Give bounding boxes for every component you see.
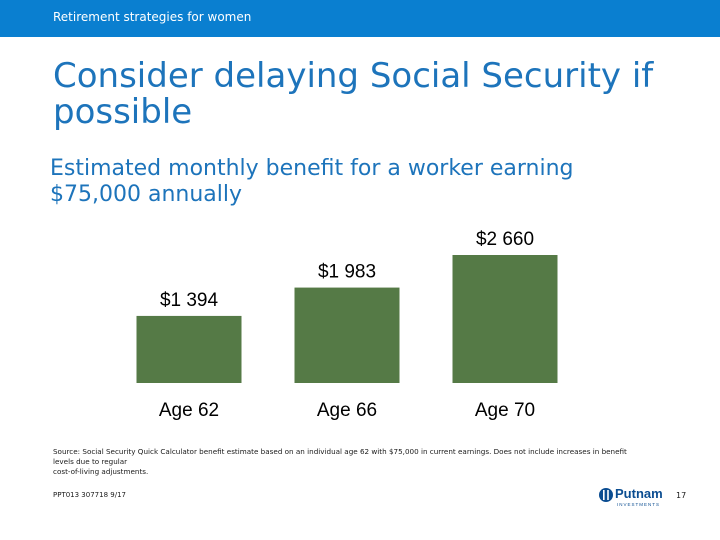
bar-age-62 (136, 315, 242, 383)
x-tick-label: Age 62 (159, 400, 219, 421)
section-title: Retirement strategies for women (53, 10, 252, 24)
bar-chart: $1 394 Age 62 $1 983 Age 66 $2 660 Age 70 (136, 229, 558, 421)
header-bar: Retirement strategies for women (0, 0, 720, 37)
source-line-1: Source: Social Security Quick Calculator… (53, 447, 627, 456)
bar-age-66 (294, 287, 400, 383)
putnam-logo-icon (599, 488, 613, 502)
logo-text: Putnam (615, 486, 663, 501)
bar-age-70 (452, 255, 558, 383)
logo-subtext: INVESTMENTS (617, 502, 661, 507)
data-label: $2 660 (476, 229, 534, 250)
source-note: Source: Social Security Quick Calculator… (53, 447, 663, 477)
x-tick-label: Age 70 (475, 400, 535, 421)
source-line-2: levels due to regular (53, 457, 128, 466)
page-number: 17 (676, 491, 687, 500)
data-label: $1 394 (160, 290, 219, 311)
document-code: PPT013 307718 9/17 (53, 491, 126, 499)
data-label: $1 983 (318, 262, 376, 283)
chart-subtitle: Estimated monthly benefit for a worker e… (50, 156, 574, 207)
source-line-3: cost-of-living adjustments. (53, 467, 149, 476)
x-tick-label: Age 66 (317, 400, 377, 421)
slide-title: Consider delaying Social Security if pos… (53, 56, 654, 132)
